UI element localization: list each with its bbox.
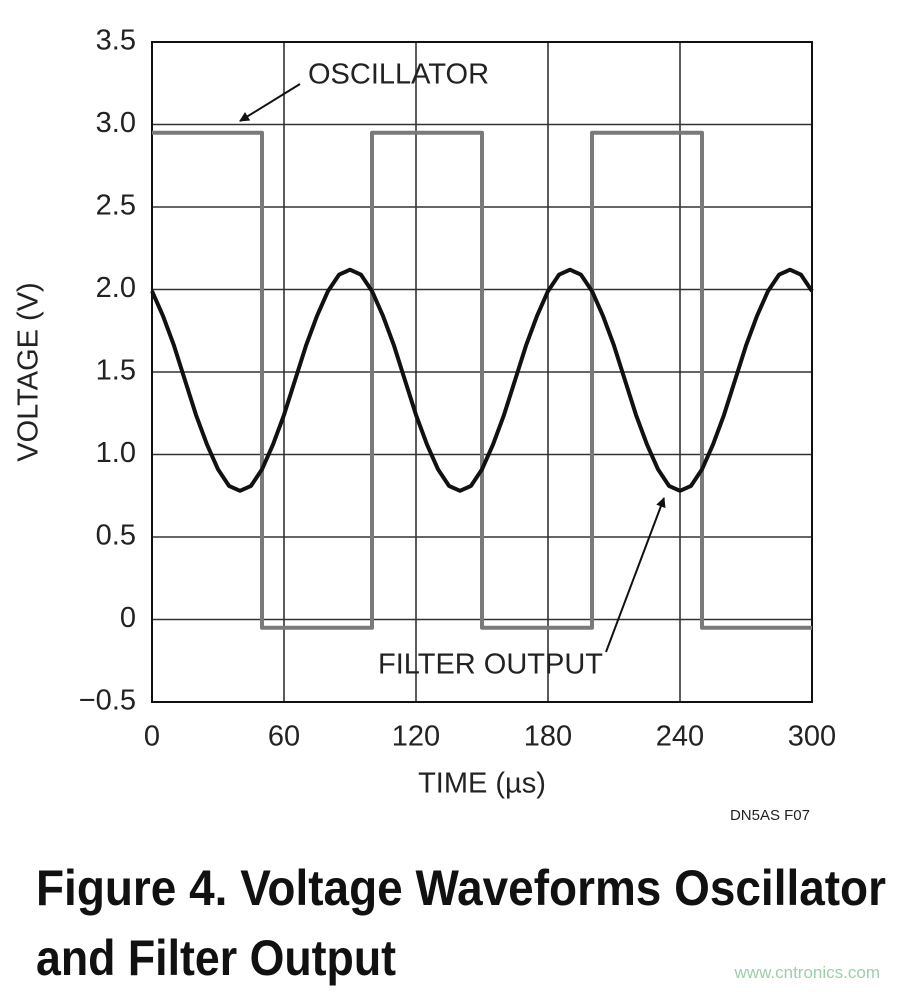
x-axis-label: TIME (µs) bbox=[418, 768, 546, 800]
x-tick-label: 300 bbox=[788, 721, 836, 753]
plot-area: −0.500.51.01.52.02.53.03.50 60 120 180 240 30… bbox=[79, 25, 836, 753]
x-tick-label: 240 bbox=[656, 721, 704, 753]
series-label: OSCILLATOR bbox=[308, 59, 489, 91]
y-tick-label: 3.5 bbox=[96, 25, 136, 57]
y-tick-label: 3.0 bbox=[96, 107, 136, 139]
y-tick-label: 1.5 bbox=[96, 355, 136, 387]
y-tick-label: 0.5 bbox=[96, 520, 136, 552]
title-line: and Filter Output bbox=[36, 930, 396, 986]
y-tick-label: 2.0 bbox=[96, 272, 136, 304]
series-label: FILTER OUTPUT bbox=[378, 649, 603, 681]
series-line bbox=[150, 267, 814, 493]
annotation-arrow bbox=[239, 83, 301, 122]
plot-frame bbox=[151, 41, 813, 703]
watermark: www.cntronics.com bbox=[734, 963, 880, 982]
figure-code: DN5AS F07 bbox=[730, 807, 810, 824]
y-tick-label: −0.5 bbox=[79, 685, 136, 717]
y-tick-label: 0 bbox=[120, 602, 136, 634]
annotation-arrow bbox=[605, 497, 666, 653]
title-line: Figure 4. Voltage Waveforms Oscillator bbox=[36, 860, 886, 916]
x-tick-label: 60 bbox=[268, 721, 300, 753]
x-tick-label: 180 bbox=[524, 721, 572, 753]
x-tick-label: 0 bbox=[144, 721, 160, 753]
series-line bbox=[152, 130, 812, 630]
x-tick-label: 120 bbox=[392, 721, 440, 753]
y-axis-label: VOLTAGE (V) bbox=[13, 282, 45, 461]
y-tick-label: 2.5 bbox=[96, 190, 136, 222]
y-tick-label: 1.0 bbox=[96, 437, 136, 469]
